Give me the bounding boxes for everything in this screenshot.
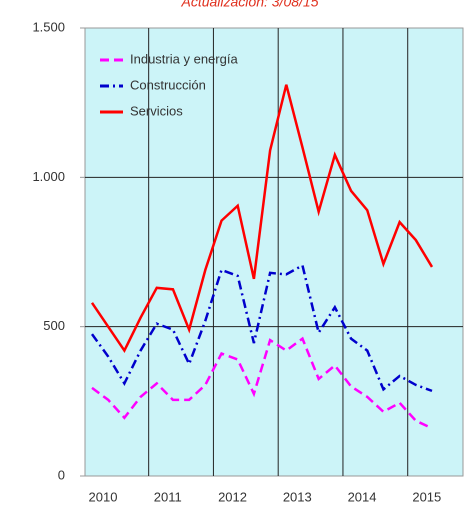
y-tick-label: 1.500 [32, 19, 65, 34]
plot-area [84, 27, 464, 477]
x-tick-label: 2013 [283, 489, 312, 504]
y-tick-label: 0 [58, 467, 65, 482]
legend-label: Servicios [130, 103, 183, 118]
y-tick-label: 1.000 [32, 169, 65, 184]
x-tick-label: 2015 [412, 489, 441, 504]
x-tick-label: 2012 [218, 489, 247, 504]
legend-label: Construcción [130, 77, 206, 92]
x-tick-label: 2014 [348, 489, 377, 504]
chart-title: Actualización: 3/08/15 [181, 0, 319, 10]
x-tick-label: 2010 [89, 489, 118, 504]
series-line [90, 84, 434, 354]
series-line [91, 336, 433, 430]
legend-label: Industria y energía [130, 51, 238, 66]
x-tick-label: 2011 [154, 489, 182, 504]
y-tick-label: 500 [43, 318, 65, 333]
series-line [90, 263, 433, 393]
